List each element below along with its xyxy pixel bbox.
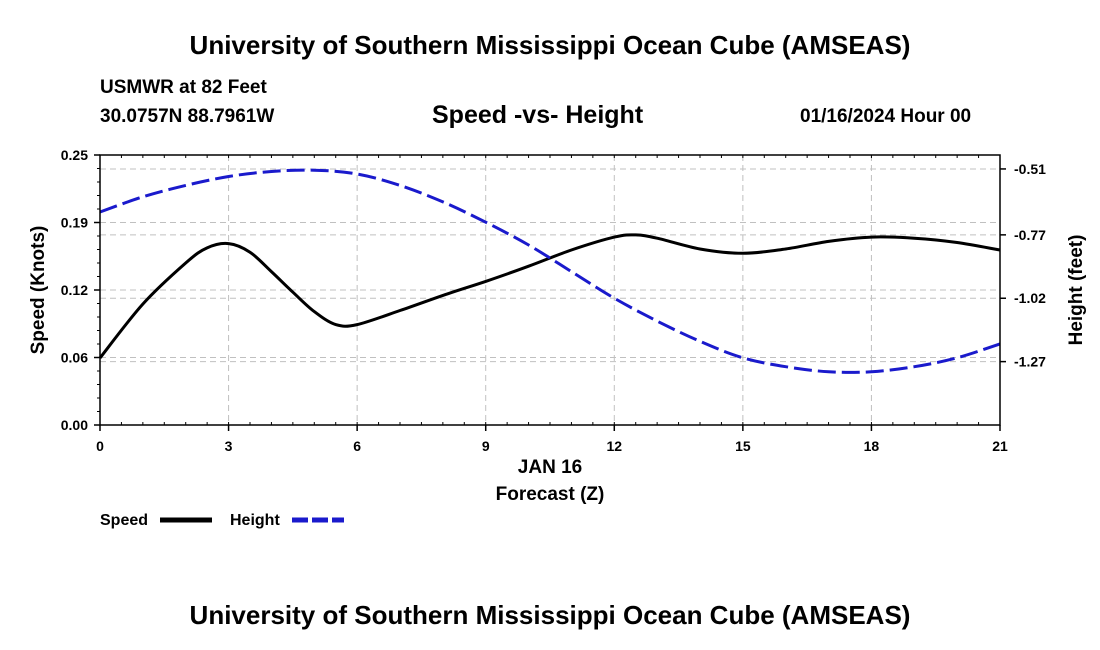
y-left-tick-label: 0.12 [61, 282, 88, 298]
x-tick-label: 0 [96, 438, 104, 454]
station-label: USMWR at 82 Feet [100, 77, 267, 98]
x-axis-date: JAN 16 [518, 457, 582, 478]
x-tick-label: 18 [864, 438, 880, 454]
x-tick-label: 15 [735, 438, 751, 454]
y-left-tick-label: 0.06 [61, 350, 88, 366]
x-axis-title: Forecast (Z) [496, 484, 605, 505]
page-title: University of Southern Mississippi Ocean… [189, 30, 911, 60]
height-series-line [99, 168, 1001, 374]
x-tick-label: 6 [353, 438, 361, 454]
footer-title: University of Southern Mississippi Ocean… [189, 600, 911, 630]
speed-series-line [98, 233, 1001, 359]
y-axis-right-title: Height (feet) [1066, 235, 1087, 346]
legend-height-label: Height [230, 512, 280, 529]
y-left-tick-label: 0.25 [61, 147, 88, 163]
x-tick-label: 12 [606, 438, 622, 454]
series-layer [98, 168, 1001, 374]
grid [100, 155, 1000, 425]
y-right-tick-label: -0.77 [1014, 227, 1046, 243]
ticks [94, 154, 1006, 431]
y-axis-left-title: Speed (Knots) [28, 226, 49, 355]
x-tick-label: 21 [992, 438, 1008, 454]
y-right-tick-label: -1.27 [1014, 354, 1046, 370]
y-right-tick-label: -1.02 [1014, 290, 1046, 306]
legend-speed-label: Speed [100, 512, 148, 529]
y-right-tick-label: -0.51 [1014, 161, 1046, 177]
date-label: 01/16/2024 Hour 00 [800, 106, 972, 127]
x-tick-label: 9 [482, 438, 490, 454]
y-left-tick-label: 0.00 [61, 417, 88, 433]
y-left-tick-label: 0.19 [61, 215, 88, 231]
x-tick-label: 3 [225, 438, 233, 454]
chart: 0 3 6 9 12 15 18 21 0.00 0.06 0.12 0.19 0.25 -0.51 -0.… [28, 147, 1087, 529]
chart-title: Speed -vs- Height [432, 101, 644, 129]
tick-labels: 0 3 6 9 12 15 18 21 0.00 0.06 0.12 0.19 0.25 -0.51 -0.… [61, 147, 1046, 454]
legend: Speed Height [100, 512, 344, 529]
coordinates-label: 30.0757N 88.7961W [100, 106, 275, 127]
